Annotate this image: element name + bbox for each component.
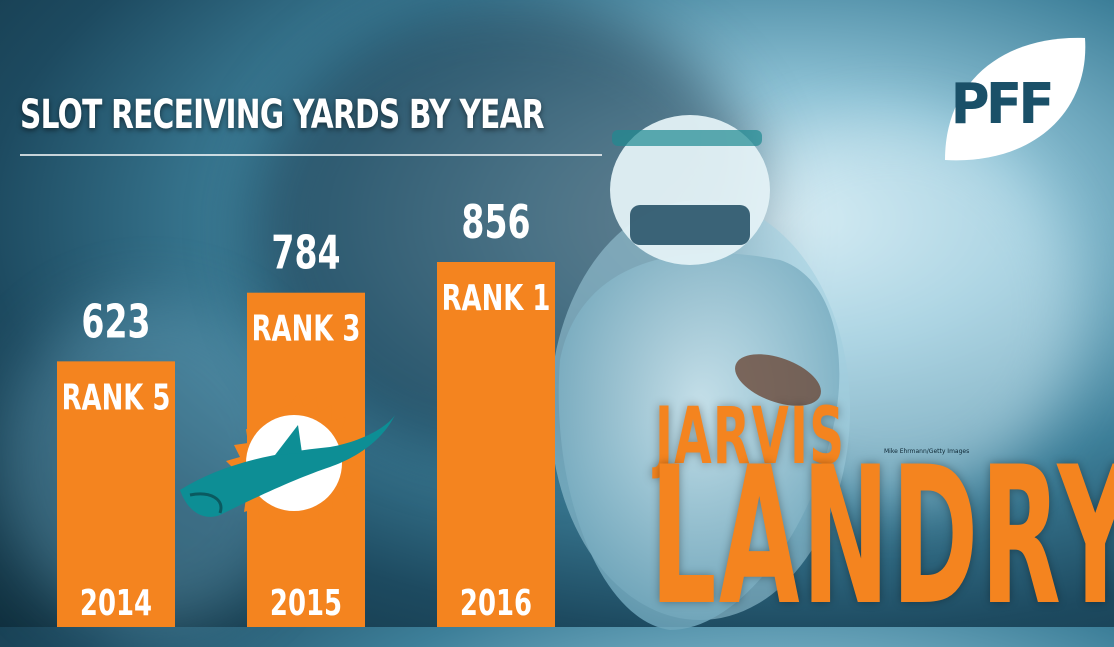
bar-2014 — [57, 361, 175, 627]
player-last-name: LANDRY — [650, 426, 1114, 647]
pff-logo-text: PFF — [950, 72, 1055, 137]
title-divider — [20, 154, 602, 156]
photo-credit: Mike Ehrmann/Getty Images — [884, 448, 970, 455]
value-label-2015: 784 — [271, 227, 340, 280]
value-label-2014: 623 — [81, 296, 150, 349]
category-label-2014: 2014 — [80, 583, 152, 624]
value-label-2016: 856 — [461, 197, 530, 250]
player-figure — [550, 115, 850, 630]
bar-2016 — [437, 262, 555, 627]
dolphins-logo-icon — [180, 393, 395, 529]
rank-label-2014: RANK 5 — [62, 377, 171, 418]
category-label-2015: 2015 — [270, 583, 342, 624]
category-label-2016: 2016 — [460, 583, 532, 624]
rank-label-2015: RANK 3 — [252, 309, 361, 350]
chart-title: SLOT RECEIVING YARDS BY YEAR — [20, 92, 545, 138]
rank-label-2016: RANK 1 — [442, 278, 551, 319]
bar-chart: 623 RANK 5 2014 784 RANK 3 2015 856 RANK 1 2016 — [57, 197, 555, 627]
football-icon — [945, 37, 1086, 161]
player-first-name: JARVIS — [655, 392, 846, 482]
